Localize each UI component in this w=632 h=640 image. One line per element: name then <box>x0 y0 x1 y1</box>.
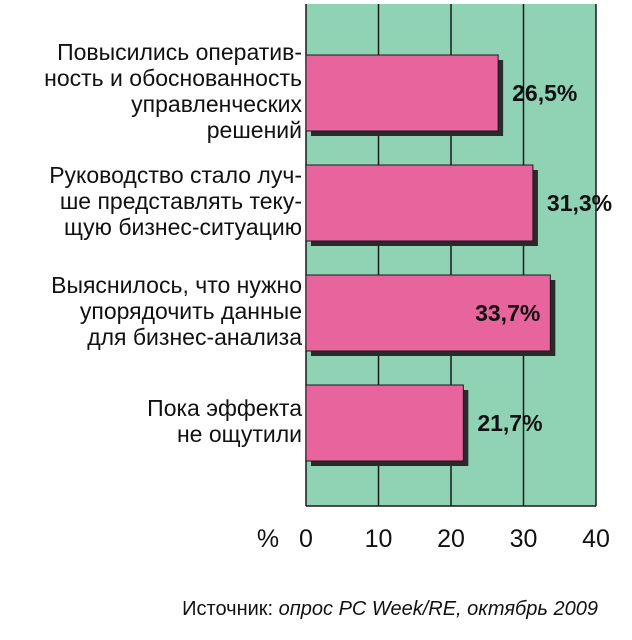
x-tick-label: 20 <box>437 525 465 553</box>
bars <box>305 54 556 466</box>
bar <box>305 54 499 132</box>
source-note: Источник: опрос PC Week/RE, октябрь 2009 <box>182 598 598 621</box>
source-prefix: Источник: <box>182 598 279 620</box>
bar-value-label: 31,3% <box>547 190 612 216</box>
x-tick-label: 30 <box>510 525 538 553</box>
bar-value-label: 26,5% <box>512 80 577 106</box>
category-label: Повысились оператив- ность и обоснованно… <box>44 39 302 143</box>
x-tick-label: 0 <box>299 525 313 553</box>
x-axis-unit-label: % <box>257 525 279 553</box>
category-label: Пока эффекта не ощутили <box>147 395 302 447</box>
x-tick-label: 10 <box>365 525 393 553</box>
x-tick-label: 40 <box>582 525 610 553</box>
bar <box>305 164 534 242</box>
x-axis-ticks: 0 10 20 30 40% <box>257 525 610 553</box>
value-labels: 26,5% 31,3% 33,7% 21,7% <box>475 80 612 436</box>
bar <box>305 384 464 462</box>
bar-value-label: 33,7% <box>475 300 540 326</box>
bar <box>305 274 551 352</box>
category-label: Руководство стало луч- ше представлять т… <box>49 162 302 240</box>
category-label: Выяснилось, что нужно упорядочить данные… <box>51 272 302 350</box>
source-text: опрос PC Week/RE, октябрь 2009 <box>278 598 598 620</box>
bar-value-label: 21,7% <box>477 410 542 436</box>
